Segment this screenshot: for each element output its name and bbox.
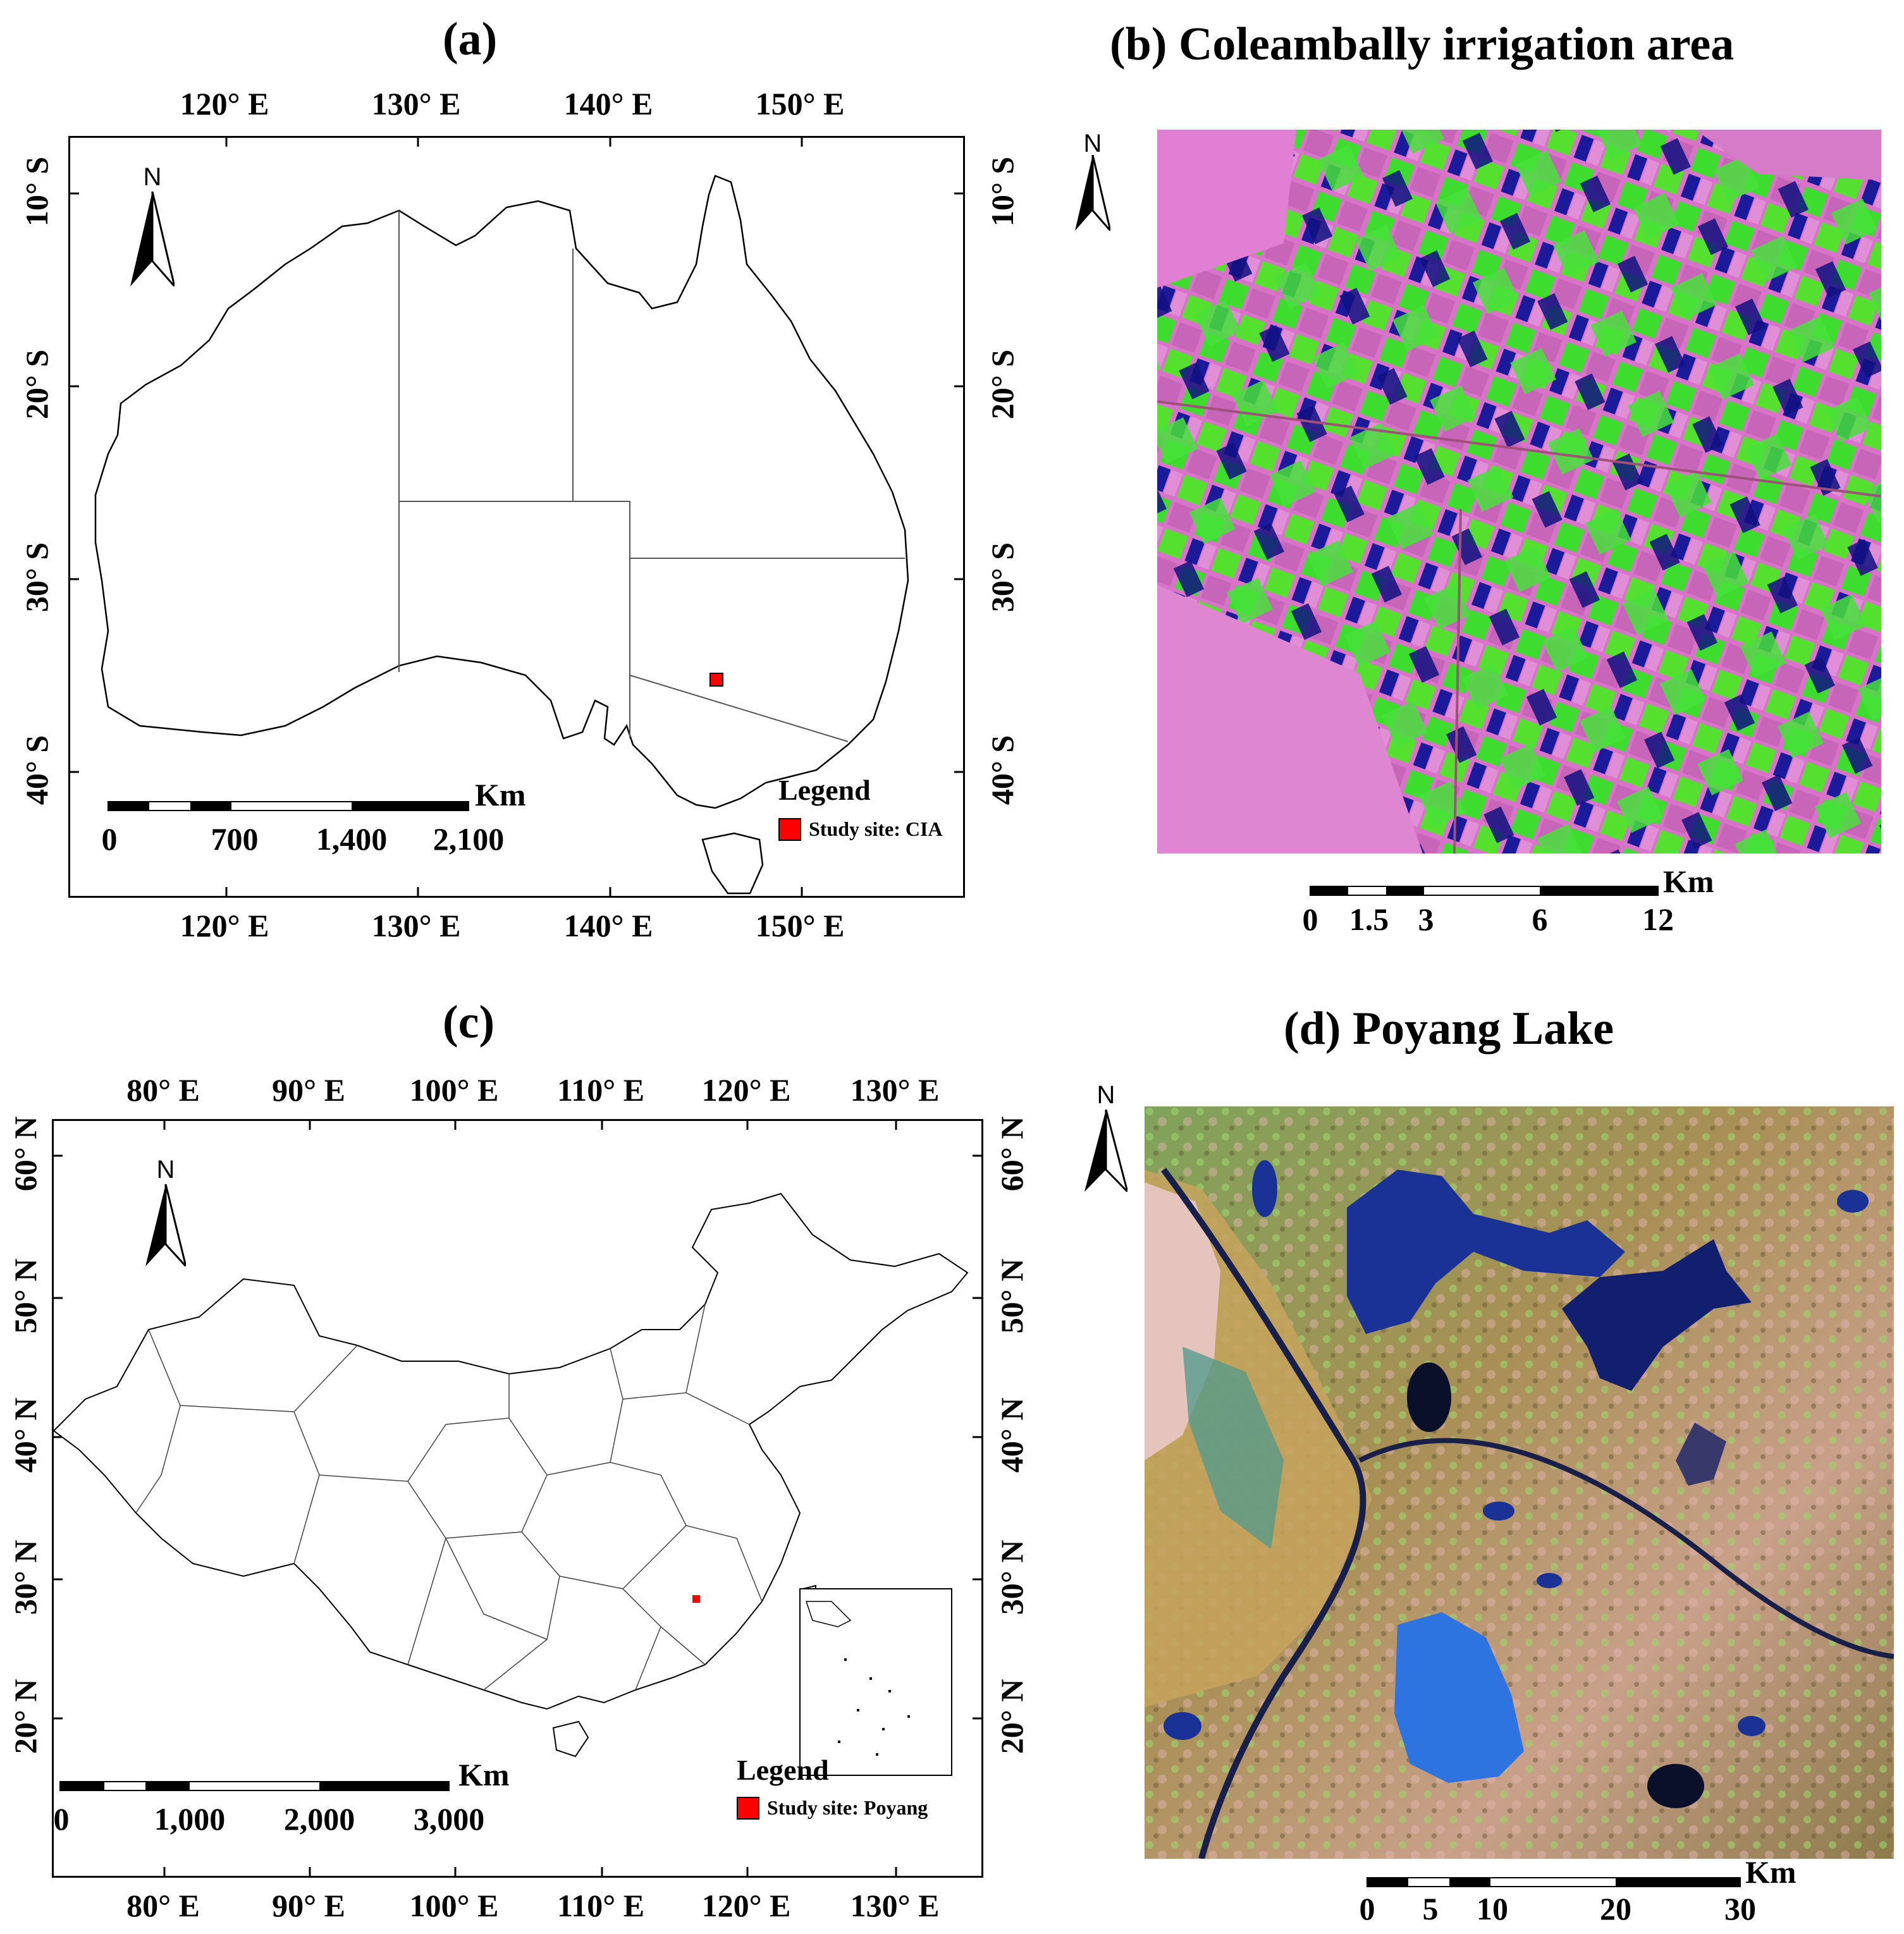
scale-label: 2,000 <box>283 1801 355 1837</box>
lat-tick: 10° S <box>985 156 1020 227</box>
lon-tick: 80° E <box>126 1888 200 1923</box>
lon-tick: 100° E <box>409 1888 499 1923</box>
lon-tick: 110° E <box>556 1888 645 1923</box>
scale-label: 3,000 <box>413 1801 485 1837</box>
north-label: N <box>143 163 162 191</box>
map-frame-c: N Km 0 1,000 2,000 3,000 Legend Study si… <box>52 1119 983 1878</box>
north-label: N <box>1096 1081 1115 1109</box>
lat-tick: 50° N <box>8 1258 43 1334</box>
lat-tick: 20° S <box>985 349 1020 420</box>
scale-label: 2,100 <box>433 821 505 857</box>
lon-tick: 80° E <box>126 1072 200 1108</box>
lat-tick: 40° N <box>994 1397 1029 1473</box>
lon-tick: 130° E <box>850 1072 940 1108</box>
panel-c-title: (c) <box>443 996 495 1048</box>
legend-item-a: Study site: CIA <box>778 817 943 841</box>
legend-swatch <box>778 817 801 841</box>
legend-title-c: Legend <box>737 1754 829 1786</box>
study-site-marker-cia <box>709 673 723 687</box>
scale-label: 700 <box>211 821 259 857</box>
lon-tick: 120° E <box>180 908 269 943</box>
lon-tick: 120° E <box>701 1072 791 1108</box>
scale-label: 0 <box>53 1801 70 1837</box>
lat-tick: 50° N <box>994 1258 1029 1334</box>
lat-tick: 30° S <box>985 542 1020 613</box>
scale-label: 10 <box>1477 1891 1508 1926</box>
scale-label: 1,000 <box>154 1801 226 1837</box>
china-map <box>54 1121 981 1876</box>
legend-item-c: Study site: Poyang <box>737 1796 928 1820</box>
panel-d-title: (d) Poyang Lake <box>1284 1003 1614 1055</box>
scale-label: 0 <box>1359 1891 1375 1926</box>
lon-tick: 120° E <box>180 86 269 121</box>
scale-bar-a <box>107 801 469 811</box>
lon-tick: 90° E <box>272 1072 345 1108</box>
scale-unit-d: Km <box>1745 1854 1797 1890</box>
lat-tick: 40° S <box>985 735 1020 805</box>
lat-tick: 30° S <box>19 542 54 613</box>
scale-label: 1,400 <box>316 821 388 857</box>
lon-tick: 130° E <box>850 1888 940 1923</box>
lat-tick: 60° N <box>994 1116 1029 1192</box>
scale-label: 5 <box>1422 1891 1439 1926</box>
lon-tick: 130° E <box>371 86 461 121</box>
scale-unit-b: Km <box>1663 864 1714 899</box>
legend-item-label: Study site: Poyang <box>767 1796 928 1819</box>
lon-tick: 130° E <box>371 908 461 943</box>
lon-tick: 150° E <box>755 908 845 943</box>
scale-label: 0 <box>1302 902 1318 937</box>
lon-tick: 90° E <box>272 1888 345 1923</box>
scale-label: 12 <box>1642 902 1674 937</box>
lat-tick: 20° S <box>19 349 54 420</box>
lat-tick: 40° N <box>8 1397 43 1473</box>
legend-title-a: Legend <box>778 774 871 806</box>
australia-outline <box>94 174 909 809</box>
lon-tick: 140° E <box>563 908 653 943</box>
scale-unit-c: Km <box>458 1757 510 1792</box>
north-label: N <box>156 1156 175 1184</box>
china-outline <box>54 1192 969 1710</box>
scale-label: 0 <box>101 821 118 857</box>
panel-b-title: (b) Coleambally irrigation area <box>1110 18 1735 70</box>
lat-tick: 30° N <box>994 1539 1029 1615</box>
scale-label: 1.5 <box>1349 902 1389 937</box>
lon-tick: 110° E <box>556 1072 645 1108</box>
legend-swatch <box>737 1796 759 1820</box>
south-china-sea-inset <box>799 1588 952 1776</box>
scale-label: 30 <box>1724 1891 1756 1926</box>
lon-tick: 120° E <box>701 1888 791 1923</box>
australia-map <box>70 138 963 896</box>
scale-label: 20 <box>1600 1891 1631 1926</box>
scale-bar-b <box>1310 886 1659 896</box>
lon-tick: 100° E <box>409 1072 499 1108</box>
hainan-outline <box>552 1720 589 1758</box>
lat-tick: 10° S <box>19 156 54 227</box>
tasmania-outline <box>701 832 764 895</box>
lat-tick: 60° N <box>8 1116 43 1192</box>
coleambally-satellite-image <box>1157 130 1881 854</box>
lat-tick: 20° N <box>994 1679 1029 1754</box>
lat-tick: 40° S <box>19 735 54 805</box>
scale-unit-a: Km <box>475 777 526 812</box>
legend-item-label: Study site: CIA <box>809 817 943 840</box>
lon-tick: 140° E <box>563 86 653 121</box>
study-site-marker-poyang <box>692 1595 700 1603</box>
lon-tick: 150° E <box>755 86 845 121</box>
panel-a-title: (a) <box>443 13 498 65</box>
scale-label: 3 <box>1418 902 1434 937</box>
map-frame-a: N Km 0 700 1,400 2,100 Legend Study site… <box>68 136 965 898</box>
poyang-satellite-image <box>1145 1106 1894 1859</box>
lat-tick: 20° N <box>8 1679 43 1754</box>
north-label: N <box>1083 130 1102 157</box>
lat-tick: 30° N <box>8 1539 43 1615</box>
scale-bar-d <box>1367 1877 1741 1887</box>
scale-label: 6 <box>1532 902 1548 937</box>
scale-bar-c <box>59 1781 450 1791</box>
